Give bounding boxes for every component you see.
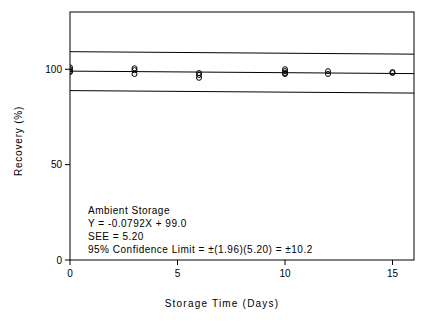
x-tick-label: 10 (279, 268, 291, 279)
line (70, 52, 414, 54)
annotation: SEE = 5.20 (88, 231, 144, 242)
y-axis-label: Recovery (%) (13, 106, 24, 176)
point (197, 75, 202, 80)
y-tick-label: 100 (45, 64, 62, 75)
point (70, 70, 73, 75)
y-tick (65, 164, 70, 165)
x-tick-label: 0 (67, 268, 73, 279)
x-tick (392, 260, 393, 265)
x-axis-label: Storage Time (Days) (165, 298, 280, 309)
line (70, 71, 414, 73)
line (70, 91, 414, 93)
annotation: Y = -0.0792X + 99.0 (88, 218, 187, 229)
x-tick-label: 5 (175, 268, 181, 279)
background (0, 0, 427, 322)
plot-frame (70, 12, 414, 260)
y-tick-label: 0 (56, 255, 62, 266)
y-tick-label: 50 (51, 159, 63, 170)
y-tick (65, 69, 70, 70)
chart: 0 5 10 15 0 50 100 Storage Time (Days) Recovery … (0, 0, 427, 322)
plot-data (70, 52, 414, 93)
point (326, 72, 331, 77)
y-tick (65, 260, 70, 261)
annotation: 95% Confidence Limit = ±(1.96)(5.20) = ±… (88, 244, 313, 255)
point (132, 72, 137, 77)
x-tick (177, 260, 178, 265)
x-tick-label: 15 (387, 268, 399, 279)
x-tick (70, 260, 71, 265)
x-tick (285, 260, 286, 265)
annotation: Ambient Storage (88, 205, 170, 216)
